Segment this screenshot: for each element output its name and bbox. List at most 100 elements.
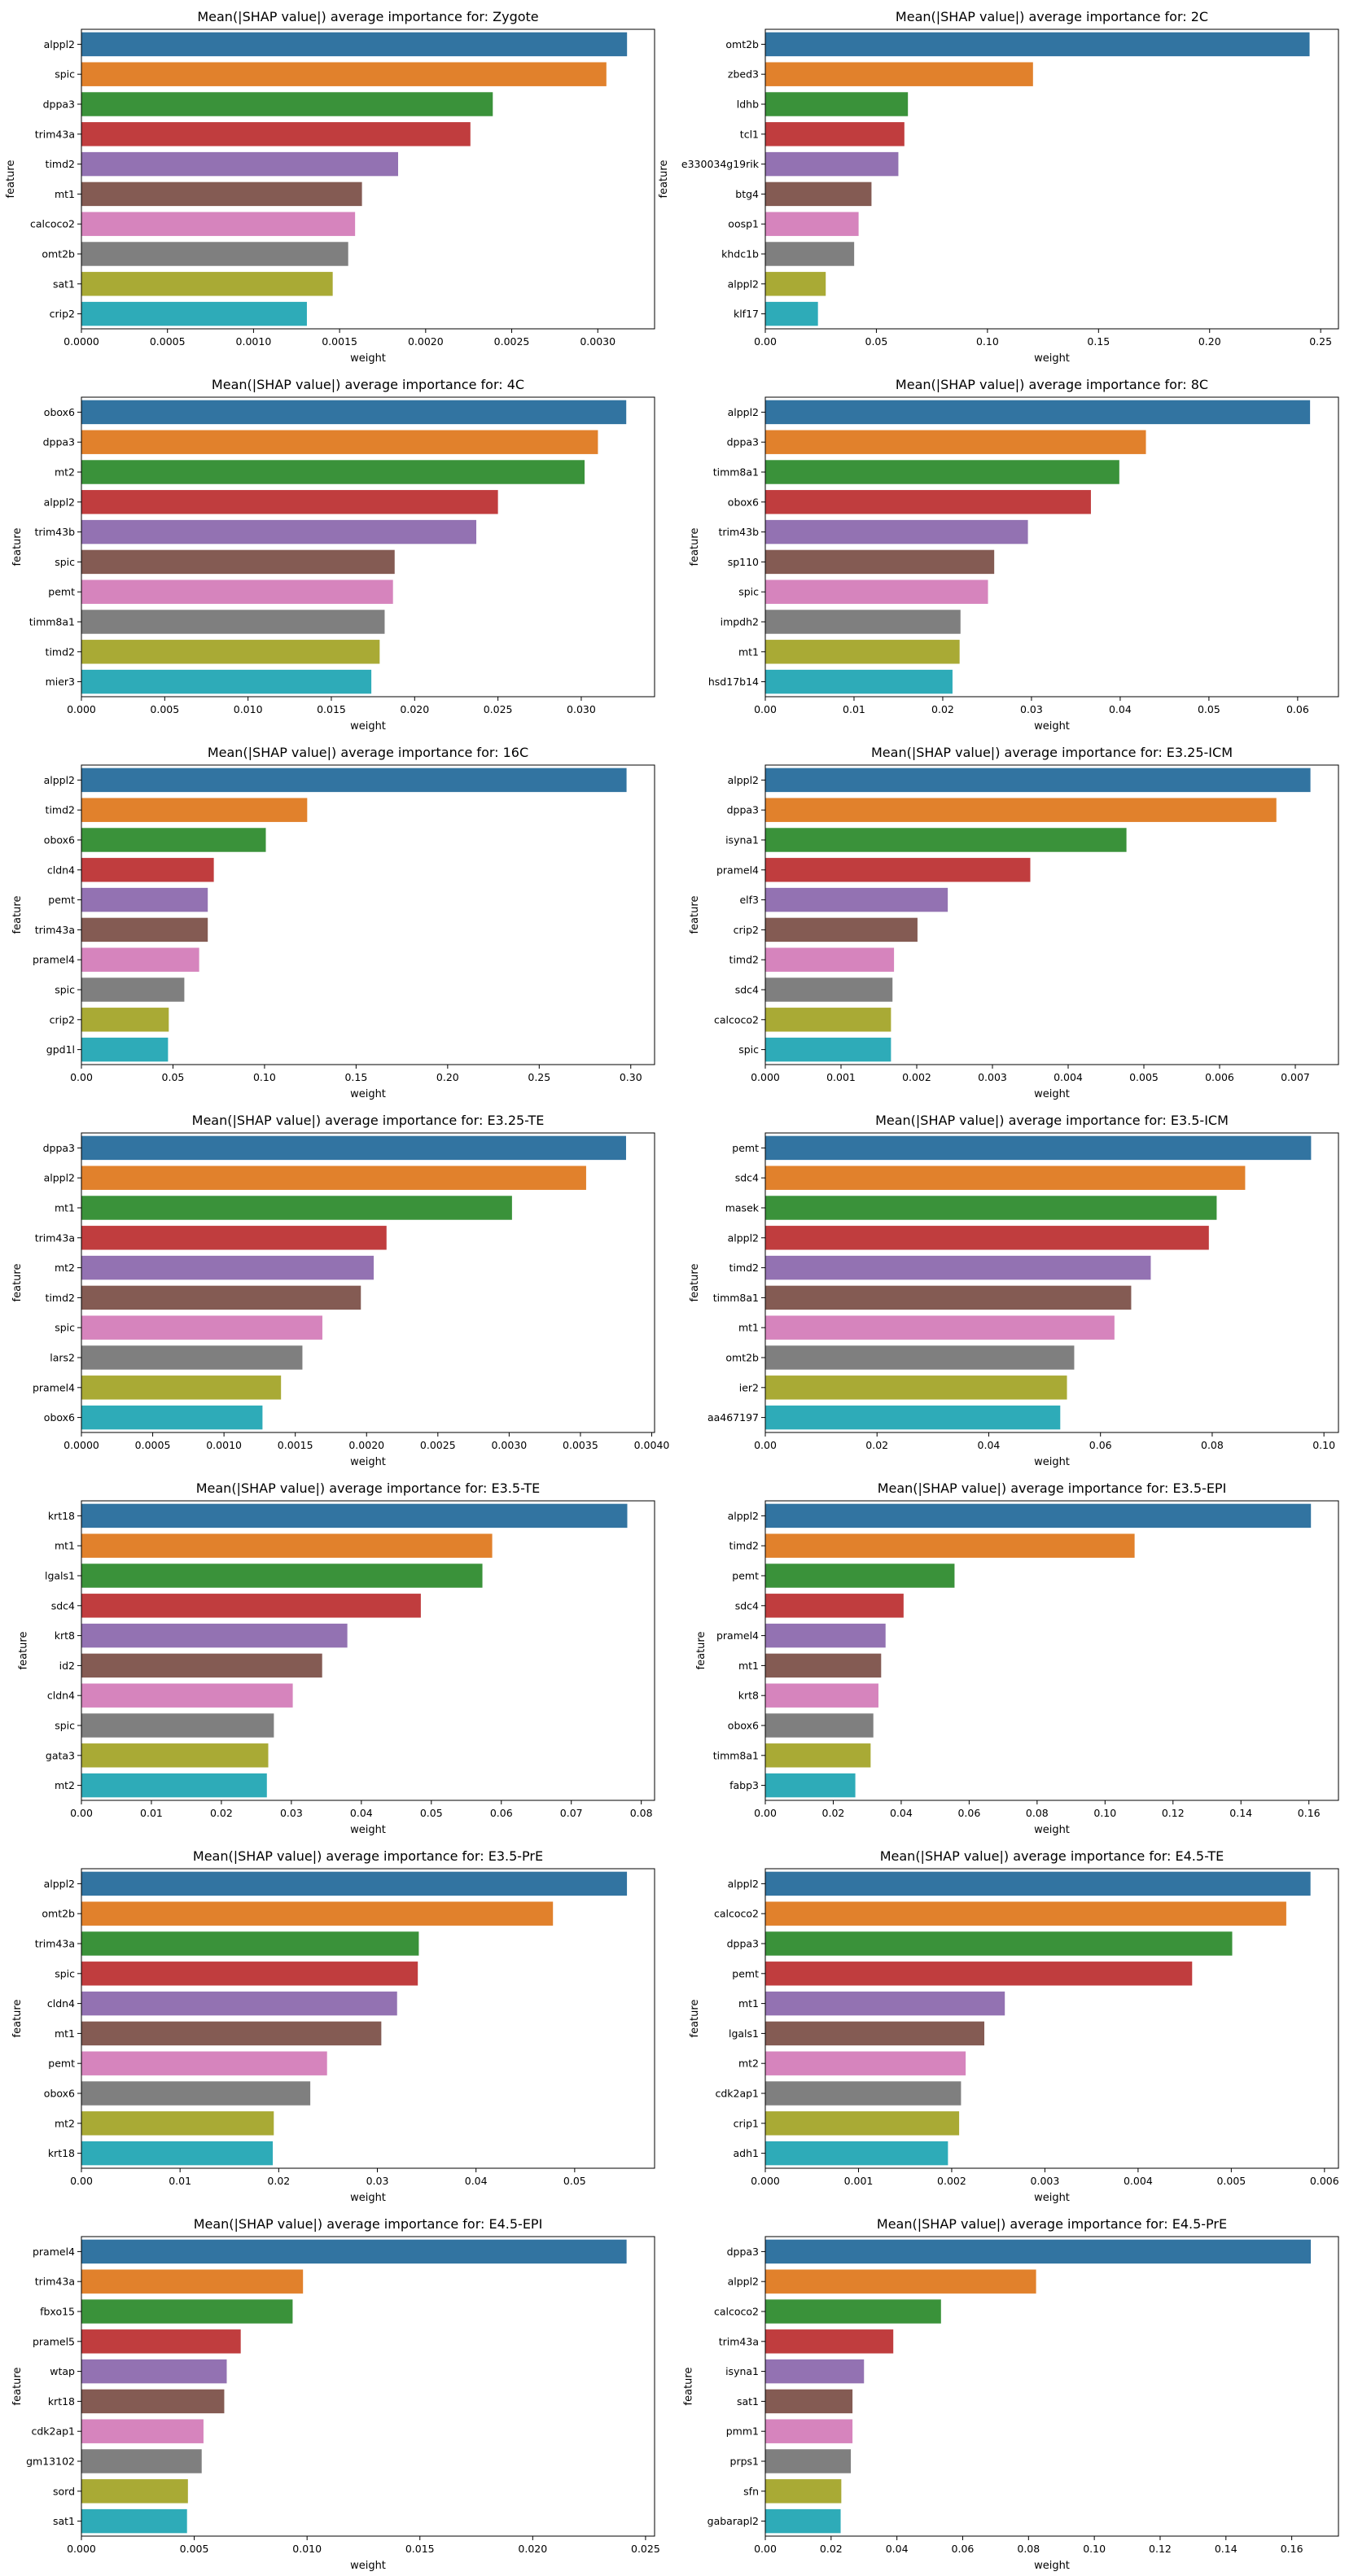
x-tick-label: 0.14 <box>1229 1807 1252 1819</box>
y-axis-label: feature <box>11 2000 24 2038</box>
y-tick-label: omt2b <box>725 38 759 50</box>
y-tick-label: prps1 <box>730 2456 759 2468</box>
bar <box>765 2141 948 2166</box>
bar <box>765 1773 856 1798</box>
bar <box>765 1255 1151 1280</box>
bar <box>765 917 918 942</box>
bar <box>81 1405 263 1430</box>
y-tick-label: lgals1 <box>45 1570 75 1582</box>
y-tick-label: klf17 <box>734 308 759 320</box>
x-tick-label: 0.007 <box>1281 1071 1310 1083</box>
x-tick-label: 0.20 <box>436 1071 459 1083</box>
x-tick-label: 0.0035 <box>563 1439 598 1451</box>
bar <box>81 1594 421 1618</box>
x-tick-label: 0.14 <box>1215 2543 1238 2555</box>
y-tick-label: cldn4 <box>47 1690 75 1702</box>
x-tick-label: 0.015 <box>317 703 346 715</box>
bar <box>81 917 208 942</box>
x-tick-label: 0.0005 <box>135 1439 171 1451</box>
y-tick-label: calcoco2 <box>30 218 75 230</box>
y-tick-label: tcl1 <box>740 128 759 140</box>
bar <box>81 122 471 147</box>
y-tick-label: timd2 <box>46 804 75 816</box>
axes-frame <box>81 764 655 1065</box>
x-tick-label: 0.05 <box>162 1071 185 1083</box>
bar <box>81 62 607 86</box>
x-axis-label: weight <box>1034 720 1070 733</box>
y-tick-label: sat1 <box>737 2395 759 2408</box>
bar <box>765 32 1310 57</box>
x-tick-label: 0.0040 <box>634 1439 670 1451</box>
x-tick-label: 0.02 <box>865 1439 888 1451</box>
bar <box>81 610 385 634</box>
x-axis-label: weight <box>1034 1456 1070 1468</box>
y-tick-label: alppl2 <box>728 1878 759 1890</box>
x-tick-label: 0.000 <box>67 2543 96 2555</box>
x-tick-label: 0.010 <box>234 703 263 715</box>
y-tick-label: spic <box>55 1720 75 1732</box>
y-tick-label: fbxo15 <box>40 2306 75 2318</box>
y-tick-label: mt1 <box>55 1540 75 1552</box>
y-tick-label: krt18 <box>48 2147 75 2159</box>
y-tick-label: spic <box>55 984 75 996</box>
bar <box>81 272 333 296</box>
y-tick-label: pemt <box>732 1570 759 1582</box>
bar <box>81 1901 554 1926</box>
bar <box>765 460 1119 484</box>
bar <box>765 858 1031 882</box>
y-tick-label: dppa3 <box>43 1142 75 1154</box>
subplot: Mean(|SHAP value|) average importance fo… <box>689 745 1339 1100</box>
x-tick-label: 0.000 <box>751 2175 780 2187</box>
bar <box>81 1226 387 1250</box>
y-tick-label: pramel4 <box>33 1381 75 1393</box>
y-tick-label: alppl2 <box>728 278 759 290</box>
x-tick-label: 0.0025 <box>420 1439 456 1451</box>
y-tick-label: obox6 <box>44 834 75 846</box>
x-tick-label: 0.010 <box>292 2543 322 2555</box>
y-tick-label: dppa3 <box>727 804 759 816</box>
bar <box>81 1345 303 1370</box>
y-tick-label: gabarapl2 <box>707 2515 759 2527</box>
chart-title: Mean(|SHAP value|) average importance fo… <box>194 2216 543 2232</box>
x-axis-label: weight <box>350 1456 386 1468</box>
bar <box>81 947 199 972</box>
axes-frame <box>764 1868 1339 2169</box>
y-tick-label: timm8a1 <box>29 616 75 628</box>
y-tick-label: isyna1 <box>725 2365 759 2377</box>
y-tick-label: dppa3 <box>727 2246 759 2258</box>
chart-title: Mean(|SHAP value|) average importance fo… <box>877 2216 1227 2232</box>
bar <box>765 669 953 694</box>
y-tick-label: gm13102 <box>26 2456 75 2468</box>
y-tick-label: pramel4 <box>33 2246 75 2258</box>
bar <box>765 400 1311 425</box>
x-tick-label: 0.04 <box>978 1439 1001 1451</box>
x-tick-label: 0.00 <box>70 1071 93 1083</box>
x-tick-label: 0.0000 <box>64 335 99 348</box>
subplot: Mean(|SHAP value|) average importance fo… <box>689 1848 1339 2204</box>
x-tick-label: 0.003 <box>1031 2175 1060 2187</box>
y-tick-label: id2 <box>59 1660 75 1672</box>
y-tick-label: dppa3 <box>43 436 75 448</box>
bar <box>81 1375 282 1400</box>
y-tick-label: sdc4 <box>735 1599 759 1612</box>
bar <box>81 2269 304 2294</box>
y-tick-label: pemt <box>732 1142 759 1154</box>
bar <box>765 1503 1312 1529</box>
y-tick-label: khdc1b <box>721 248 759 260</box>
bar <box>81 430 598 454</box>
bar <box>81 32 628 57</box>
x-tick-label: 0.08 <box>1017 2543 1040 2555</box>
bar <box>765 1533 1135 1558</box>
x-tick-label: 0.0015 <box>278 1439 313 1451</box>
x-tick-label: 0.12 <box>1162 1807 1185 1819</box>
x-tick-label: 0.10 <box>976 335 999 348</box>
y-axis-label: feature <box>695 1632 707 1670</box>
chart-title: Mean(|SHAP value|) average importance fo… <box>878 1480 1227 1496</box>
subplot: Mean(|SHAP value|) average importance fo… <box>695 1480 1339 1836</box>
y-tick-label: pramel5 <box>33 2335 75 2347</box>
bar <box>81 1008 169 1032</box>
x-tick-label: 0.00 <box>754 703 777 715</box>
y-tick-label: timd2 <box>729 954 759 966</box>
x-tick-label: 0.02 <box>931 703 954 715</box>
x-tick-label: 0.0030 <box>491 1439 527 1451</box>
